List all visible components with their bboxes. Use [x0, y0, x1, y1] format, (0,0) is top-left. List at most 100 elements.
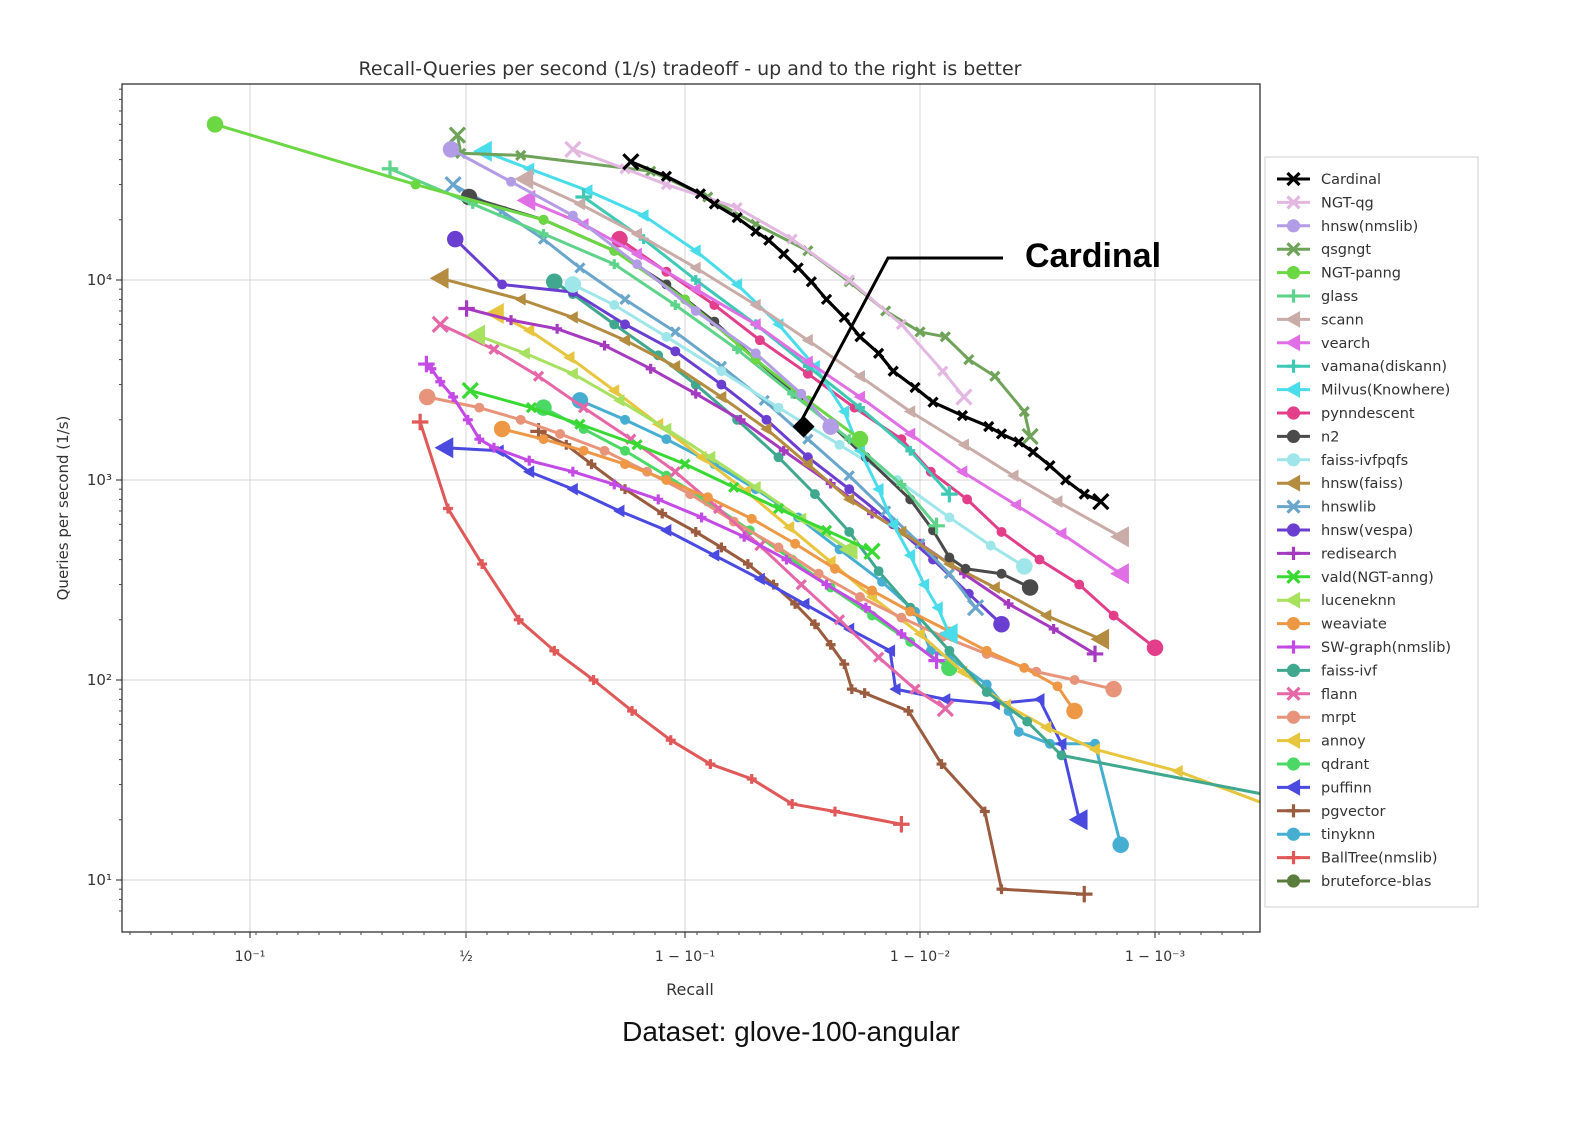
legend-marker — [1286, 171, 1301, 187]
data-point — [1105, 680, 1122, 698]
data-point — [1048, 623, 1059, 634]
data-point — [731, 212, 743, 224]
data-point — [825, 639, 836, 650]
series-redisearch — [458, 300, 1104, 663]
data-point — [522, 465, 535, 479]
legend-item: puffinn — [1277, 779, 1372, 796]
x-tick-label: ½ — [459, 949, 473, 965]
data-point — [896, 612, 907, 623]
data-point — [936, 759, 947, 769]
data-point — [936, 699, 954, 718]
data-point — [844, 484, 855, 495]
data-point — [1146, 639, 1164, 656]
series-vearch — [516, 189, 1129, 585]
chart-title: Recall-Queries per second (1/s) tradeoff… — [359, 58, 1022, 80]
data-point — [696, 512, 707, 523]
data-point — [955, 388, 973, 406]
data-point — [618, 333, 630, 347]
series-line — [455, 134, 1032, 437]
data-point — [956, 409, 969, 422]
data-point — [943, 568, 955, 580]
data-point — [473, 140, 492, 162]
data-point — [702, 492, 713, 503]
legend-item: NGT-qg — [1277, 195, 1374, 211]
data-point — [944, 552, 955, 563]
data-point — [867, 585, 877, 596]
data-point — [989, 370, 1001, 382]
legend-marker — [1286, 710, 1301, 724]
data-point — [909, 381, 921, 394]
data-point — [607, 384, 620, 397]
legend-label: scann — [1321, 312, 1364, 328]
data-point — [514, 293, 526, 306]
series-qsgngt — [448, 126, 1039, 446]
data-point — [538, 228, 549, 239]
data-point — [735, 414, 746, 425]
data-point — [705, 759, 716, 769]
legend-marker — [1285, 779, 1301, 796]
data-point — [795, 578, 807, 591]
legend-item: vearch — [1277, 334, 1370, 352]
data-point — [996, 568, 1007, 579]
data-point — [679, 458, 691, 470]
data-point — [546, 273, 563, 291]
data-point — [1112, 836, 1129, 854]
data-point — [1018, 405, 1030, 418]
data-point — [549, 645, 560, 656]
data-point — [787, 799, 798, 809]
data-point — [820, 293, 833, 306]
data-point — [830, 806, 840, 817]
legend: Cardinal NGT-qg hnsw(nmslib) qsgngt NGT-pann… — [1264, 156, 1479, 908]
legend-label: hnsw(nmslib) — [1321, 219, 1418, 235]
data-point — [708, 198, 720, 210]
data-point — [895, 318, 908, 331]
legend-label: redisearch — [1321, 546, 1397, 562]
legend-marker — [1285, 591, 1301, 609]
legend-label: Cardinal — [1321, 172, 1381, 188]
x-tick-label: 1 − 10⁻¹ — [655, 949, 715, 965]
legend-item: BallTree(nmslib) — [1277, 851, 1438, 867]
data-point — [567, 210, 578, 221]
data-point — [434, 437, 454, 459]
data-point — [903, 405, 916, 418]
data-point — [410, 179, 421, 190]
data-point — [474, 434, 485, 445]
legend-item: faiss-ivfpqfs — [1277, 453, 1408, 469]
data-point — [609, 479, 620, 490]
legend-marker — [1286, 686, 1301, 701]
data-point — [448, 392, 459, 402]
data-point — [477, 559, 488, 569]
data-point — [381, 160, 399, 177]
series-line — [482, 149, 951, 635]
data-point — [690, 275, 701, 285]
data-point — [805, 276, 817, 288]
data-point — [939, 331, 951, 343]
legend-item: redisearch — [1277, 546, 1397, 562]
data-point — [1027, 446, 1039, 458]
data-point — [515, 149, 527, 161]
data-point — [760, 422, 772, 436]
data-point — [889, 682, 901, 696]
data-point — [732, 344, 743, 355]
data-point — [996, 526, 1007, 537]
y-axis-ticks: 10⁴ 10³ 10² 10¹ — [87, 88, 122, 912]
legend-label: qsgngt — [1321, 242, 1371, 258]
data-point — [988, 581, 1000, 594]
data-point — [660, 524, 672, 537]
legend-label: NGT-panng — [1321, 266, 1401, 282]
data-point — [1068, 809, 1088, 831]
data-point — [206, 116, 224, 133]
data-point — [859, 688, 870, 699]
series-line — [553, 280, 1260, 796]
data-point — [1066, 702, 1083, 720]
data-point — [772, 502, 785, 515]
data-point — [426, 363, 437, 374]
data-point — [1021, 579, 1039, 596]
legend-label: bruteforce-blas — [1321, 874, 1431, 890]
legend-label: faiss-ivf — [1321, 663, 1378, 679]
data-point — [657, 508, 668, 519]
data-point — [1016, 558, 1033, 575]
data-point — [993, 615, 1010, 633]
data-point — [577, 402, 590, 414]
legend-marker — [1286, 757, 1301, 771]
